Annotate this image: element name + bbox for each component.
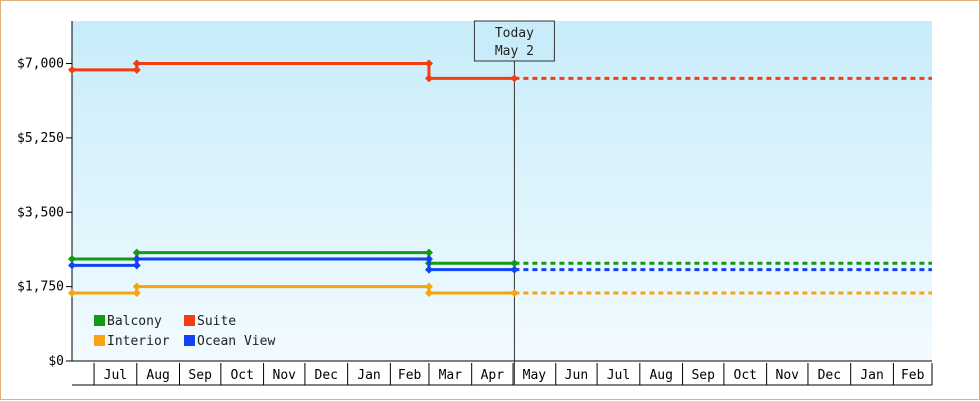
series-line-balcony: [72, 251, 515, 265]
month-label: Nov: [273, 368, 297, 383]
series-line-oceanview: [72, 257, 515, 272]
legend-item-balcony: Balcony: [94, 314, 162, 329]
today-label: Today: [495, 26, 534, 41]
legend-swatch: [184, 335, 195, 346]
today-date-label: May 2: [495, 44, 534, 59]
data-point-suite: [132, 59, 141, 68]
month-label: May: [523, 368, 547, 383]
data-point-balcony: [68, 255, 76, 263]
month-label: Sep: [691, 368, 715, 383]
y-axis: $0 $1,750 $3,500 $5,250 $7,000: [17, 21, 73, 369]
series-interior: [68, 282, 932, 297]
data-point-interior: [132, 282, 141, 291]
series-line-suite: [72, 62, 515, 80]
series-line-interior: [72, 285, 515, 295]
month-label: Sep: [188, 368, 212, 383]
month-label: Nov: [776, 368, 800, 383]
data-point-oceanview: [132, 261, 141, 270]
data-point-balcony: [132, 248, 141, 257]
data-point-balcony: [510, 259, 519, 268]
month-label: Feb: [901, 368, 925, 383]
legend-label: Interior: [107, 334, 170, 349]
data-point-oceanview: [510, 265, 519, 274]
data-point-interior: [424, 289, 433, 297]
data-point-oceanview: [68, 261, 76, 270]
legend-item-oceanview: Ocean View: [184, 334, 275, 349]
month-label: Jun: [565, 368, 588, 383]
data-point-interior: [424, 282, 433, 291]
plot-background: [72, 21, 932, 361]
today-marker: Today May 2: [473, 20, 555, 385]
legend-label: Balcony: [107, 314, 162, 329]
data-point-interior: [68, 289, 76, 297]
y-tick-label: $1,750: [17, 280, 64, 295]
data-point-interior: [132, 289, 141, 297]
legend-label: Suite: [197, 314, 236, 329]
month-label: Dec: [818, 368, 841, 383]
data-point-suite: [424, 59, 433, 68]
legend: Balcony Suite Interior Ocean View: [94, 314, 275, 349]
month-label: Apr: [481, 368, 505, 383]
month-label: Jul: [607, 368, 630, 383]
y-tick-label: $7,000: [17, 57, 64, 72]
today-box: [473, 20, 555, 62]
data-point-suite: [132, 65, 141, 74]
series-suite: [68, 59, 932, 83]
month-label: Oct: [734, 368, 757, 383]
series-oceanview: [68, 255, 932, 274]
legend-swatch: [94, 335, 105, 346]
data-point-interior: [510, 289, 519, 297]
month-label: Mar: [439, 368, 463, 383]
data-point-suite: [510, 74, 519, 83]
y-tick-label: $0: [48, 354, 64, 369]
series-layer: [68, 59, 932, 297]
data-point-oceanview: [424, 265, 433, 274]
legend-label: Ocean View: [197, 334, 275, 349]
data-point-balcony: [424, 248, 433, 257]
data-point-suite: [68, 65, 76, 74]
x-axis: Jul Aug Sep Oct Nov Dec Jan Feb Mar Apr May Jun Jul A…: [72, 360, 933, 386]
data-point-suite: [424, 74, 433, 83]
month-label: Jan: [357, 368, 380, 383]
data-point-oceanview: [132, 255, 141, 263]
month-label: Feb: [398, 368, 422, 383]
y-tick-label: $5,250: [17, 131, 64, 146]
month-label: Jul: [104, 368, 127, 383]
month-label: Aug: [649, 368, 672, 383]
legend-item-interior: Interior: [94, 334, 170, 349]
month-label: Dec: [315, 368, 338, 383]
legend-swatch: [94, 315, 105, 326]
month-label: Oct: [230, 368, 253, 383]
month-label: Jan: [860, 368, 883, 383]
legend-swatch: [184, 315, 195, 326]
y-tick-label: $3,500: [17, 205, 64, 220]
month-label: Aug: [146, 368, 169, 383]
legend-item-suite: Suite: [184, 314, 236, 329]
data-point-oceanview: [424, 255, 433, 263]
